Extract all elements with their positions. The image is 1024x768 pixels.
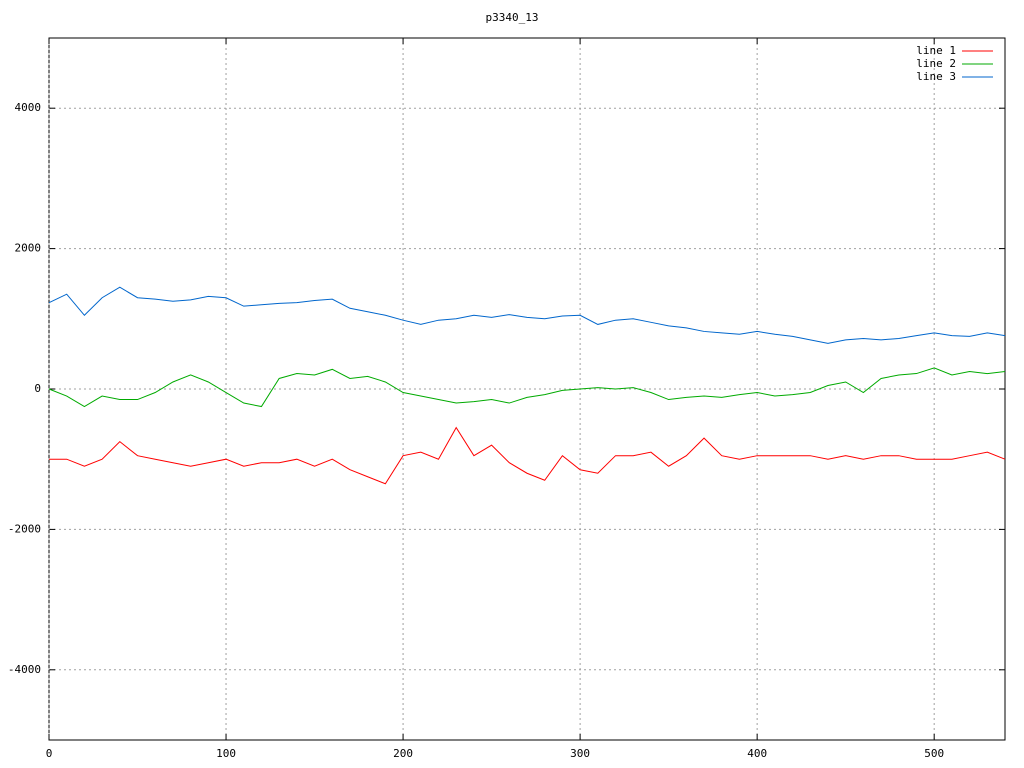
- x-tick-label: 0: [46, 747, 53, 760]
- y-tick-label: -4000: [8, 663, 41, 676]
- x-tick-label: 500: [924, 747, 944, 760]
- legend-label: line 1: [916, 44, 956, 57]
- plot-frame: [48, 37, 1006, 741]
- y-tick-label: -2000: [8, 522, 41, 535]
- data-line: [48, 367, 1006, 408]
- y-tick-label: 0: [34, 382, 41, 395]
- x-tick-label: 300: [570, 747, 590, 760]
- x-tick-label: 400: [747, 747, 767, 760]
- data-line: [48, 286, 1006, 344]
- chart-title: p3340_13: [486, 11, 539, 24]
- x-tick-label: 200: [393, 747, 413, 760]
- y-tick-label: 4000: [15, 101, 42, 114]
- x-tick-label: 100: [216, 747, 236, 760]
- data-line: [49, 426, 1006, 485]
- y-tick-label: 2000: [15, 242, 42, 255]
- legend-label: line 2: [916, 57, 956, 70]
- legend-label: line 3: [916, 70, 956, 83]
